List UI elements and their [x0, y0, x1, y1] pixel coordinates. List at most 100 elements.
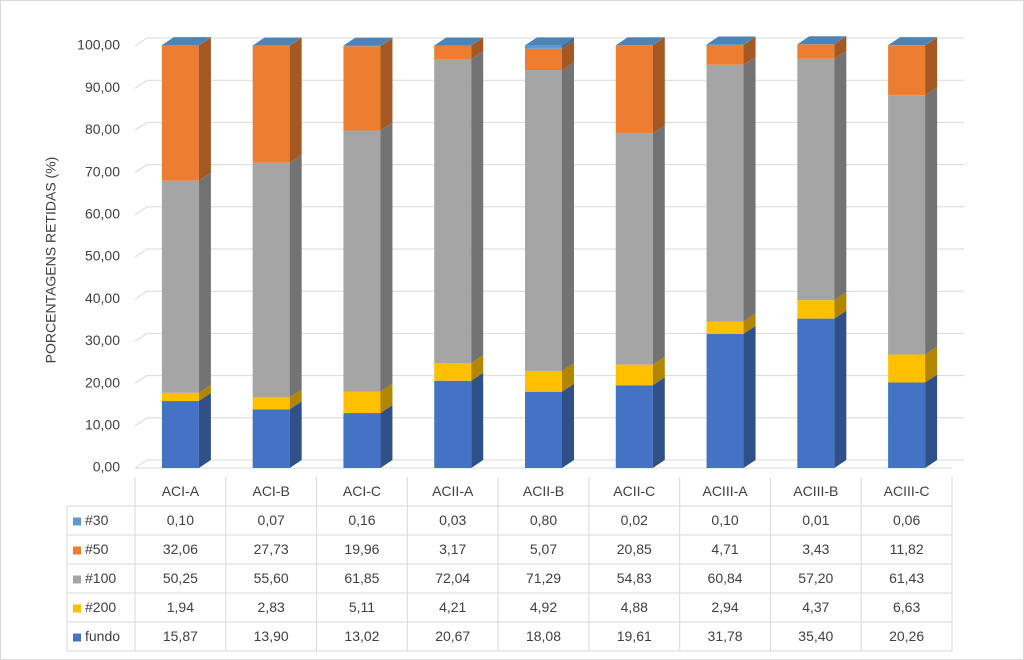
- bar-top: [434, 37, 484, 46]
- bar-segment: [615, 364, 653, 386]
- legend-label: #50: [85, 541, 109, 557]
- bar-segment: [888, 382, 926, 468]
- bar-segment: [525, 48, 562, 71]
- bar-top: [615, 37, 665, 46]
- legend-label: #30: [85, 512, 109, 528]
- table-value: 61,85: [344, 570, 379, 586]
- bar-segment-side: [289, 389, 302, 410]
- bar-segment-side: [743, 56, 756, 322]
- bar-segment-side: [198, 37, 211, 46]
- bar-segment: [615, 45, 653, 134]
- table-value: 0,01: [802, 512, 829, 528]
- bar-segment-side: [925, 37, 938, 46]
- bar-segment-side: [380, 383, 393, 414]
- grid-line-side: [134, 37, 148, 47]
- legend-label: fundo: [85, 628, 120, 644]
- bar-top: [343, 37, 393, 46]
- bar-segment-side: [925, 37, 938, 96]
- bar-segment-side: [834, 36, 847, 45]
- table-value: 2,83: [258, 599, 285, 615]
- table-value: 31,78: [708, 628, 743, 644]
- table-value: 55,60: [254, 570, 289, 586]
- bar-segment-side: [834, 292, 847, 319]
- table-value: 4,88: [621, 599, 648, 615]
- bar-segment-side: [743, 325, 756, 468]
- bar-segment: [525, 70, 562, 371]
- grid-line-side: [134, 164, 148, 174]
- y-axis-title: PORCENTAGENS RETIDAS (%): [43, 157, 59, 364]
- bar-segment-side: [652, 377, 665, 468]
- bar-segment: [252, 45, 290, 163]
- bar-segment: [161, 45, 199, 181]
- bar-segment-side: [834, 36, 847, 59]
- table-value: 0,10: [711, 512, 738, 528]
- bar-top: [161, 37, 211, 46]
- grid-line-side: [134, 375, 148, 385]
- bar-segment: [525, 370, 562, 392]
- table-value: 5,11: [349, 599, 375, 615]
- y-tick-label: 50,00: [85, 248, 120, 264]
- y-tick-label: 10,00: [85, 417, 120, 433]
- grid-line-side: [134, 248, 148, 258]
- bar-segment-side: [289, 401, 302, 468]
- bar-segment-side: [562, 383, 574, 468]
- bar-segment: [797, 300, 835, 319]
- table-value: 19,61: [617, 628, 652, 644]
- bar-segment-side: [652, 356, 665, 386]
- bar-segment: [797, 318, 835, 468]
- bar-segment-side: [743, 36, 756, 45]
- bar-segment: [161, 392, 199, 402]
- bar-segment-side: [743, 313, 756, 334]
- y-tick-label: 80,00: [85, 121, 120, 137]
- table-value: 1,94: [167, 599, 194, 615]
- table-value: 5,07: [530, 541, 557, 557]
- bar-segment-side: [380, 405, 393, 468]
- bar-segment: [343, 130, 381, 392]
- bar-segment: [525, 45, 562, 49]
- bar-segment-side: [471, 50, 484, 364]
- table-value: 35,40: [798, 628, 833, 644]
- table-value: 0,80: [530, 512, 557, 528]
- bar-segment: [343, 413, 381, 468]
- bar-segment: [797, 58, 835, 301]
- x-tick-label: ACI-B: [252, 483, 289, 499]
- table-value: 13,90: [254, 628, 289, 644]
- x-tick-label: ACIII-C: [884, 483, 930, 499]
- grid-line-side: [134, 332, 148, 342]
- table-value: 4,92: [530, 599, 557, 615]
- grid-line-side: [134, 121, 148, 131]
- bar-segment-side: [471, 372, 484, 468]
- legend-swatch: [73, 633, 81, 642]
- x-tick-label: ACII-B: [523, 483, 564, 499]
- bar-segment-side: [652, 37, 665, 46]
- table-value: 11,82: [890, 541, 924, 557]
- grid-line-side: [134, 459, 148, 469]
- bar-segment-side: [198, 37, 211, 181]
- table-value: 6,63: [893, 599, 920, 615]
- y-tick-label: 20,00: [85, 374, 120, 390]
- bar-segment-side: [925, 346, 938, 383]
- x-tick-label: ACII-A: [432, 483, 474, 499]
- table-value: 72,04: [435, 570, 470, 586]
- bar-segment: [343, 46, 381, 131]
- bar-segment: [434, 380, 472, 468]
- x-tick-label: ACI-A: [162, 483, 200, 499]
- bar-segment-side: [198, 172, 211, 393]
- bar-segment-side: [380, 122, 393, 392]
- bar-segment: [706, 44, 744, 65]
- table-value: 0,03: [439, 512, 466, 528]
- bar-segment-side: [562, 40, 574, 71]
- table-value: 0,02: [621, 512, 648, 528]
- y-tick-label: 90,00: [85, 79, 120, 95]
- x-tick-label: ACI-C: [343, 483, 381, 499]
- bar-segment: [252, 162, 290, 398]
- bar-segment: [161, 180, 199, 393]
- bar-segment-side: [562, 362, 574, 392]
- table-value: 27,73: [254, 541, 289, 557]
- bar-segment: [706, 64, 744, 322]
- bar-segment: [797, 44, 835, 59]
- table-value: 4,37: [802, 599, 829, 615]
- bar-segment: [252, 409, 290, 468]
- bar-segment-side: [743, 36, 756, 65]
